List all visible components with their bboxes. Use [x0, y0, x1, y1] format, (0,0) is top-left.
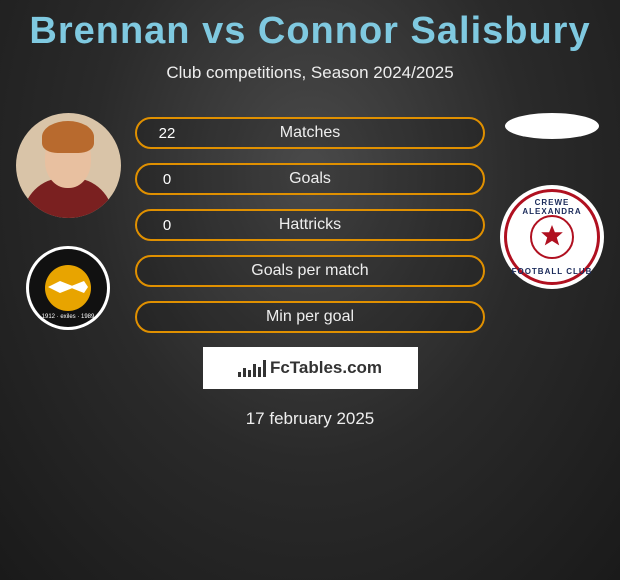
club-text-bottom: FOOTBALL CLUB — [507, 267, 597, 276]
date-label: 17 february 2025 — [0, 409, 620, 429]
stat-label: Min per goal — [197, 308, 423, 326]
player-photo-left — [16, 113, 121, 218]
stat-label: Goals — [197, 170, 423, 188]
stat-label: Goals per match — [197, 262, 423, 280]
stat-row: 22 Matches — [135, 117, 485, 149]
club-years-left: 1912 · exiles · 1989 — [29, 314, 107, 320]
page-title: Brennan vs Connor Salisbury — [0, 0, 620, 53]
stat-row: 0 Goals — [135, 163, 485, 195]
right-player-column: CREWE ALEXANDRA FOOTBALL CLUB — [492, 113, 612, 289]
stat-value-left: 0 — [137, 217, 197, 234]
stat-value-left: 0 — [137, 171, 197, 188]
stat-row: 0 Hattricks — [135, 209, 485, 241]
player-photo-right — [505, 113, 599, 139]
left-player-column: 1912 · exiles · 1989 — [8, 113, 128, 330]
stat-label: Matches — [197, 124, 423, 142]
club-text-top: CREWE ALEXANDRA — [507, 198, 597, 216]
brand-badge: FcTables.com — [203, 347, 418, 389]
stat-row: Min per goal — [135, 301, 485, 333]
stat-value-left: 22 — [137, 125, 197, 142]
stat-label: Hattricks — [197, 216, 423, 234]
bars-icon — [238, 359, 266, 377]
stats-list: 22 Matches 0 Goals 0 Hattricks Goals per… — [135, 113, 485, 333]
stat-row: Goals per match — [135, 255, 485, 287]
comparison-panel: 1912 · exiles · 1989 CREWE ALEXANDRA FOO… — [0, 113, 620, 429]
club-badge-left: 1912 · exiles · 1989 — [26, 246, 110, 330]
club-badge-right: CREWE ALEXANDRA FOOTBALL CLUB — [500, 185, 604, 289]
brand-text: FcTables.com — [270, 358, 382, 378]
subtitle: Club competitions, Season 2024/2025 — [0, 63, 620, 83]
